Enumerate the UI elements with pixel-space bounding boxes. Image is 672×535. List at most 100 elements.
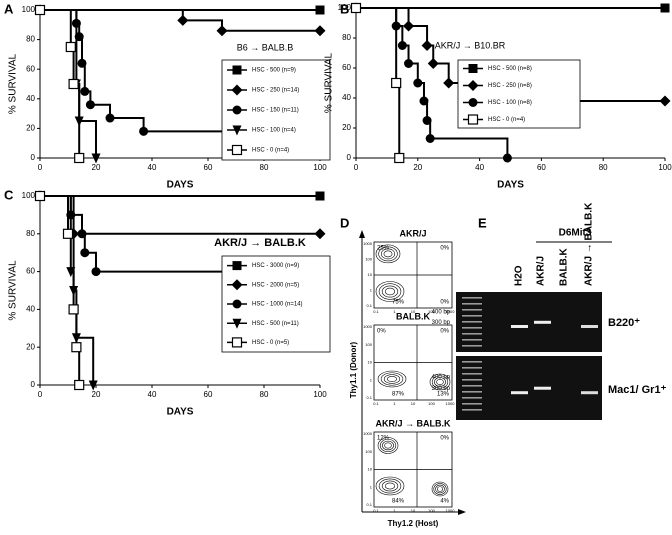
- x-tick-label: 100: [428, 508, 435, 513]
- y-tick-label: 0.1: [366, 303, 372, 308]
- dna-band: [534, 320, 551, 324]
- ladder-band: [462, 339, 482, 341]
- y-tick-label: 100: [22, 191, 36, 200]
- y-tick-label: 40: [26, 94, 35, 103]
- locus-label: D6Mit3: [559, 228, 592, 239]
- x-tick-label: 80: [599, 163, 608, 172]
- x-tick-label: 100: [313, 163, 327, 172]
- x-tick-label: 80: [260, 163, 269, 172]
- ladder-band: [462, 403, 482, 405]
- legend-label: HSC - 2000 (n=5): [252, 282, 299, 288]
- lane-label: H2O: [514, 265, 525, 286]
- x-axis-label: DAYS: [497, 180, 524, 191]
- survival-line: [40, 9, 97, 158]
- y-tick-label: 60: [26, 267, 35, 276]
- y-tick-label: 20: [342, 123, 351, 132]
- marker: [91, 153, 101, 164]
- contour: [377, 437, 399, 454]
- contour: [383, 250, 393, 258]
- legend-label: HSC - 0 (n=5): [252, 340, 289, 346]
- contour: [431, 481, 449, 497]
- quadrant-value: 87%: [392, 392, 405, 398]
- marker: [88, 380, 98, 391]
- marker: [422, 116, 432, 125]
- contour: [431, 375, 449, 389]
- marker: [231, 144, 243, 156]
- marker: [74, 379, 85, 391]
- marker: [232, 318, 242, 329]
- marker: [443, 77, 455, 89]
- size-label: 400 bp: [432, 375, 451, 381]
- x-tick-label: 0.1: [373, 508, 379, 513]
- marker: [421, 40, 433, 51]
- marker: [77, 58, 87, 68]
- ladder-band: [462, 385, 482, 387]
- marker: [660, 3, 670, 13]
- marker: [404, 59, 414, 68]
- legend-label: HSC - 3000 (n=9): [252, 263, 299, 269]
- x-tick-label: 0: [38, 163, 43, 172]
- marker: [91, 267, 101, 277]
- marker: [315, 191, 325, 201]
- ladder-band: [462, 309, 482, 311]
- x-tick-label: 10: [411, 508, 416, 513]
- marker: [232, 65, 242, 75]
- y-tick-label: 0.1: [366, 395, 372, 400]
- arrow-head: [458, 509, 466, 515]
- contour: [384, 482, 396, 490]
- y-tick-label: 100: [338, 3, 352, 12]
- quadrant-value: 0%: [440, 329, 449, 335]
- y-tick-label: 0: [31, 153, 36, 162]
- x-tick-label: 0.1: [373, 309, 379, 314]
- y-tick-label: 80: [26, 229, 35, 238]
- survival-line: [40, 195, 95, 385]
- y-axis-label: % SURVIVAL: [324, 52, 335, 113]
- plot-title: BALB.K: [396, 311, 430, 321]
- quadrant-value: 84%: [392, 499, 405, 505]
- marker: [413, 78, 423, 88]
- annotation: B6 → BALB.B: [237, 42, 294, 52]
- arrow-head: [359, 230, 365, 238]
- y-tick-label: 80: [342, 33, 351, 42]
- y-tick-label: 40: [26, 305, 35, 314]
- marker: [427, 58, 439, 69]
- x-tick-label: 10: [411, 401, 416, 406]
- marker: [34, 4, 46, 16]
- size-label: 300 bp: [432, 320, 451, 326]
- panel-letter: D: [340, 215, 349, 230]
- marker: [232, 261, 242, 271]
- dna-band: [511, 325, 528, 328]
- y-tick-label: 10: [368, 272, 373, 277]
- x-axis-label: DAYS: [167, 407, 194, 418]
- marker: [397, 41, 407, 50]
- ladder-band: [462, 367, 482, 369]
- plot-title: AKR/J: [399, 228, 426, 238]
- contour: [434, 377, 446, 387]
- contour: [375, 476, 405, 496]
- marker: [71, 342, 82, 353]
- marker: [231, 84, 243, 96]
- gel-label: B220⁺: [608, 317, 640, 329]
- marker: [232, 105, 242, 115]
- y-tick-label: 100: [365, 342, 372, 347]
- x-tick-label: 60: [537, 163, 546, 172]
- marker: [80, 86, 90, 96]
- ladder-band: [462, 391, 482, 393]
- contour: [435, 484, 445, 494]
- y-tick-label: 1: [370, 288, 373, 293]
- lane-label: AKR/J → BALB.K: [584, 202, 595, 286]
- dna-band: [581, 325, 598, 328]
- annotation: AKR/J → BALB.K: [214, 237, 306, 249]
- x-tick-label: 40: [475, 163, 484, 172]
- panel-letter: C: [4, 187, 14, 202]
- contour: [375, 281, 405, 302]
- marker: [77, 229, 87, 239]
- y-tick-label: 100: [365, 257, 372, 262]
- quadrant-value: 4%: [440, 499, 449, 505]
- contour: [378, 283, 402, 300]
- quadrant-value: 25%: [377, 246, 390, 252]
- marker: [62, 228, 74, 239]
- marker: [85, 100, 95, 110]
- panel-letter: B: [340, 1, 349, 16]
